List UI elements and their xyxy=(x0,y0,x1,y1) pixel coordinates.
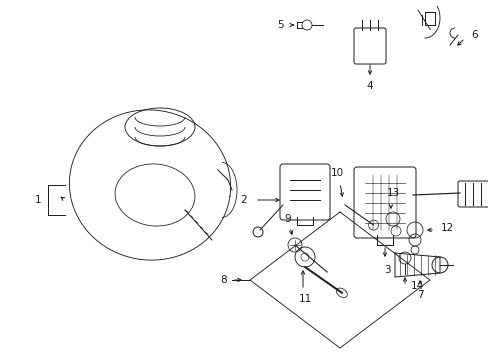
Text: 4: 4 xyxy=(366,81,372,91)
Text: 14: 14 xyxy=(409,281,423,291)
Text: 13: 13 xyxy=(386,188,399,198)
Text: 1: 1 xyxy=(35,195,41,205)
Text: 9: 9 xyxy=(284,214,291,224)
Text: 11: 11 xyxy=(298,294,311,304)
Text: 3: 3 xyxy=(383,265,389,275)
Text: 7: 7 xyxy=(416,290,423,300)
Text: 2: 2 xyxy=(240,195,247,205)
Text: 6: 6 xyxy=(471,30,477,40)
Text: 12: 12 xyxy=(440,223,453,233)
Text: 10: 10 xyxy=(330,168,343,178)
Text: 8: 8 xyxy=(220,275,227,285)
Text: 5: 5 xyxy=(277,20,284,30)
